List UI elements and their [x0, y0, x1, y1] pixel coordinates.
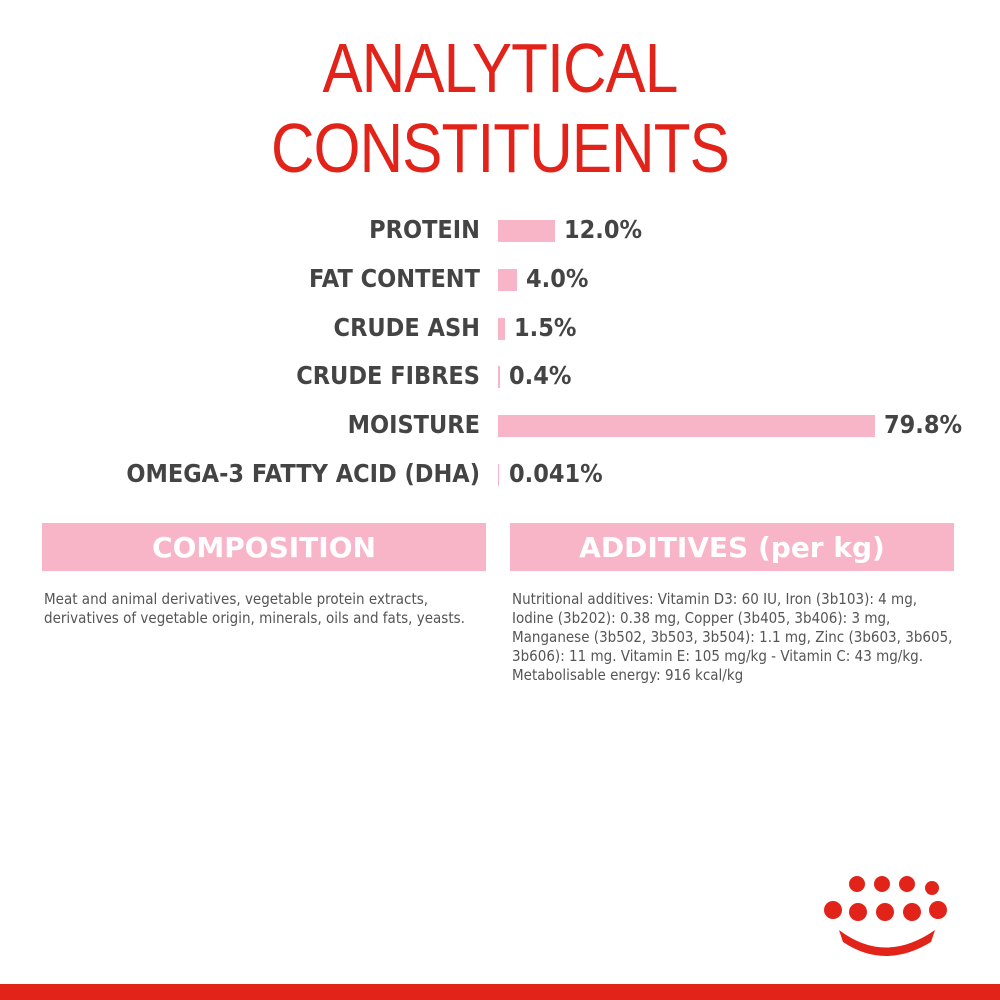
value-label: 0.4% [509, 361, 572, 391]
category-label: CRUDE FIBRES [296, 361, 480, 391]
value-label: 1.5% [514, 312, 577, 342]
section-text: Meat and animal derivatives, vegetable p… [44, 590, 465, 627]
section-header: COMPOSITION [42, 523, 486, 571]
footer-bar [0, 984, 1000, 1000]
bar [498, 415, 875, 438]
value-label: 0.041% [509, 459, 603, 488]
bar [498, 268, 517, 291]
logo [824, 876, 947, 956]
category-label: PROTEIN [369, 215, 480, 244]
bar [498, 220, 555, 242]
bar [498, 317, 506, 340]
category-label: FAT CONTENT [308, 263, 480, 293]
category-label: CRUDE ASH [333, 312, 480, 342]
category-label: MOISTURE [347, 410, 480, 440]
chart-title: ANALYTICAL CONSTITUENTS [271, 29, 730, 187]
value-label: 4.0% [525, 263, 589, 293]
value-label: 12.0% [563, 215, 642, 244]
category-label: OMEGA-3 FATTY ACID (DHA) [126, 459, 481, 488]
value-label: 79.8% [884, 410, 963, 440]
bar [498, 366, 500, 389]
section-header: ADDITIVES (per kg) [510, 523, 954, 571]
section-text: Nutritional additives: Vitamin D3: 60 IU… [512, 590, 953, 684]
